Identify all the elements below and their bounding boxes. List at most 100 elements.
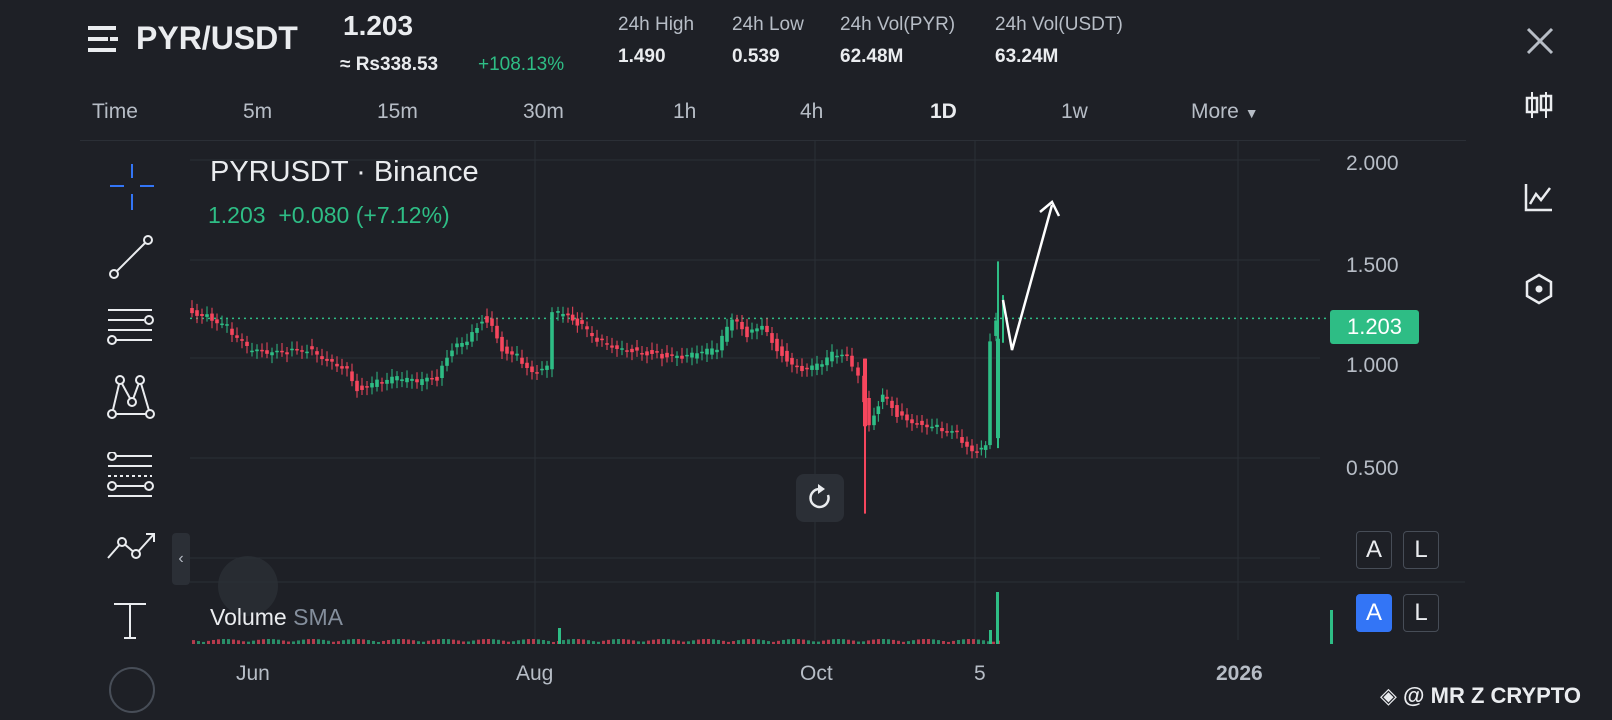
candle-body: [520, 357, 524, 364]
log-scale-button[interactable]: L: [1403, 531, 1439, 569]
candle-body: [310, 346, 314, 350]
trendline-icon[interactable]: [106, 234, 160, 280]
candle-body: [730, 319, 734, 331]
volume-bar: [707, 639, 710, 644]
candle-body: [225, 324, 229, 326]
stat-24h-vol-quote: 24h Vol(USDT) 63.24M: [995, 14, 1123, 67]
volume-bar: [367, 640, 370, 644]
pattern-icon[interactable]: [106, 374, 160, 420]
volume-bar: [502, 640, 505, 644]
volume-bar: [602, 640, 605, 644]
hexagon-settings-icon[interactable]: [1522, 272, 1556, 306]
volume-bar: [692, 640, 695, 644]
volume-bar: [558, 628, 561, 644]
candle-body: [915, 423, 919, 425]
candle-body: [425, 377, 429, 382]
volume-log-scale-button[interactable]: L: [1403, 594, 1439, 632]
candle-body: [960, 437, 964, 443]
pair-title[interactable]: PYR/USDT: [136, 20, 298, 56]
candle-body: [760, 325, 764, 330]
volume-bar: [457, 640, 460, 644]
volume-bar: [772, 641, 775, 644]
stat-24h-high: 24h High 1.490: [618, 14, 695, 67]
volume-bar: [622, 639, 625, 644]
volume-bar: [207, 640, 210, 644]
collapse-toolbar-button[interactable]: ‹: [172, 533, 190, 585]
candle-body: [785, 350, 789, 362]
volume-bar: [272, 639, 275, 644]
reset-chart-button[interactable]: [796, 474, 844, 522]
candle-body: [540, 368, 544, 371]
candle-body: [600, 338, 604, 341]
volume-bar: [837, 639, 840, 644]
volume-bar: [342, 640, 345, 644]
volume-bar: [862, 641, 865, 644]
menu-icon[interactable]: [88, 24, 122, 54]
candle-body: [285, 352, 289, 355]
tab-more[interactable]: More ▼: [1191, 100, 1259, 123]
volume-bar: [547, 640, 550, 644]
candle-body: [575, 318, 580, 326]
candle-body: [890, 400, 894, 408]
volume-bar: [927, 639, 930, 644]
candle-body: [550, 312, 554, 370]
volume-bar: [637, 641, 640, 644]
candle-body: [561, 313, 565, 317]
crosshair-icon[interactable]: [106, 164, 160, 210]
volume-bar: [427, 640, 430, 644]
close-icon[interactable]: [1525, 26, 1555, 56]
candle-body: [695, 353, 699, 359]
volume-bar: [262, 639, 265, 644]
volume-bar: [382, 640, 385, 644]
candle-body: [615, 345, 619, 349]
candle-body: [983, 445, 988, 450]
path-icon[interactable]: [106, 528, 160, 574]
auto-scale-button[interactable]: A: [1356, 531, 1392, 569]
tab-1h[interactable]: 1h: [673, 100, 697, 123]
volume-bar: [1330, 610, 1333, 644]
volume-bar: [352, 639, 355, 644]
indicator-chart-icon[interactable]: [1522, 180, 1556, 214]
stat-24h-low: 24h Low 0.539: [732, 14, 804, 67]
candle-body: [840, 354, 844, 357]
change-percent: +108.13%: [478, 54, 565, 75]
candle-body: [815, 363, 819, 370]
volume-bar: [892, 639, 895, 644]
volume-bar: [377, 641, 380, 644]
text-icon[interactable]: [106, 598, 160, 644]
candle-body: [455, 343, 459, 348]
candle-body: [685, 354, 689, 357]
candle-body: [450, 350, 454, 357]
tab-time[interactable]: Time: [92, 100, 138, 123]
candle-body: [935, 424, 939, 427]
volume-bar: [762, 640, 765, 644]
candle-body: [850, 355, 854, 367]
volume-bar: [672, 639, 675, 644]
chart-ohlc-summary: 1.203 +0.080 (+7.12%): [208, 202, 450, 228]
volume-bar: [472, 640, 475, 644]
tab-1w[interactable]: 1w: [1061, 100, 1088, 123]
candle-body: [605, 343, 609, 345]
tab-15m[interactable]: 15m: [377, 100, 418, 123]
tab-30m[interactable]: 30m: [523, 100, 564, 123]
candle-body: [430, 377, 434, 380]
volume-bar: [222, 639, 225, 644]
fib-icon[interactable]: [106, 452, 160, 498]
candle-body: [315, 351, 319, 355]
horizontal-lines-icon[interactable]: [106, 306, 160, 352]
volume-bar: [802, 639, 805, 644]
price-axis-label: 1.000: [1346, 354, 1399, 377]
tab-1d[interactable]: 1D: [930, 100, 957, 123]
candlestick-icon[interactable]: [1522, 88, 1556, 122]
volume-bar: [657, 639, 660, 644]
candle-body: [665, 352, 669, 358]
candle-body: [640, 353, 644, 355]
volume-bar: [937, 640, 940, 644]
tab-5m[interactable]: 5m: [243, 100, 273, 123]
volume-bar: [907, 641, 910, 644]
tab-4h[interactable]: 4h: [800, 100, 824, 123]
volume-auto-scale-button[interactable]: A: [1356, 594, 1392, 632]
volume-bar: [317, 639, 320, 644]
candle-body: [190, 308, 194, 314]
